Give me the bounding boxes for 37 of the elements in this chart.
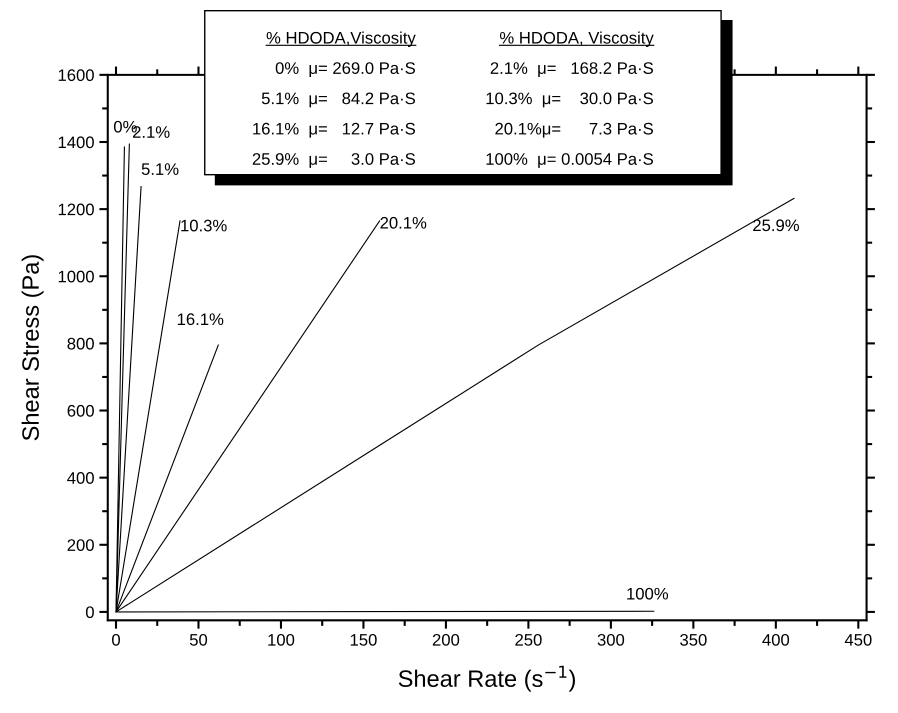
x-tick-label: 200 <box>432 634 460 646</box>
x-axis-title: Shear Rate (s$^{−1}$) <box>398 666 575 692</box>
series-label: 10.3% <box>181 220 227 232</box>
y-tick-label: 200 <box>68 539 94 551</box>
x-tick-label: 150 <box>350 634 377 646</box>
y-tick-label: 1400 <box>58 136 94 148</box>
x-tick-label: 350 <box>680 634 707 646</box>
y-axis-title: Shear Stress (Pa) <box>22 255 44 440</box>
x-tick-label: 400 <box>762 634 790 646</box>
series-label: 20.1% <box>380 216 426 229</box>
annotation: 16.1% μ= 12.7 Pa·S <box>253 122 416 138</box>
x-tick-label: 250 <box>515 634 542 646</box>
series-label: 16.1% <box>178 313 224 326</box>
y-tick-label: 1600 <box>58 69 94 82</box>
y-tick-label: 1000 <box>58 270 94 282</box>
x-tick-label: 300 <box>598 634 624 646</box>
annotation: 0% μ= 269.0 Pa·S <box>276 62 416 78</box>
series-label: 100% <box>627 588 668 600</box>
annotation: 2.1% μ= 168.2 Pa·S <box>490 62 653 78</box>
annotation: 5.1% μ= 84.2 Pa·S <box>262 92 416 108</box>
y-tick-label: 800 <box>67 338 94 350</box>
series-label: 25.9% <box>753 219 799 232</box>
y-tick-label: 0 <box>86 606 94 618</box>
annotation: 10.3% μ= 30.0 Pa·S <box>486 92 653 108</box>
y-tick-label: 600 <box>68 404 94 417</box>
x-tick-label: 50 <box>190 634 208 646</box>
y-tick-label: 1200 <box>58 204 94 216</box>
annotation: 20.1%μ= 7.3 Pa·S <box>495 122 653 138</box>
annotation: 25.9% μ= 3.0 Pa·S <box>252 153 416 168</box>
x-tick-label: 100 <box>268 634 294 646</box>
y-tick-label: 400 <box>67 472 94 484</box>
text: % HDODA, Viscosity <box>500 31 654 47</box>
series-label: 5.1% <box>142 163 178 176</box>
annotation: 100% μ= 0.0054 Pa·S <box>486 153 653 168</box>
x-tick-label: 450 <box>844 634 872 646</box>
x-tick-label: 0 <box>112 634 120 646</box>
text: % HDODA,Viscosity <box>266 31 416 47</box>
